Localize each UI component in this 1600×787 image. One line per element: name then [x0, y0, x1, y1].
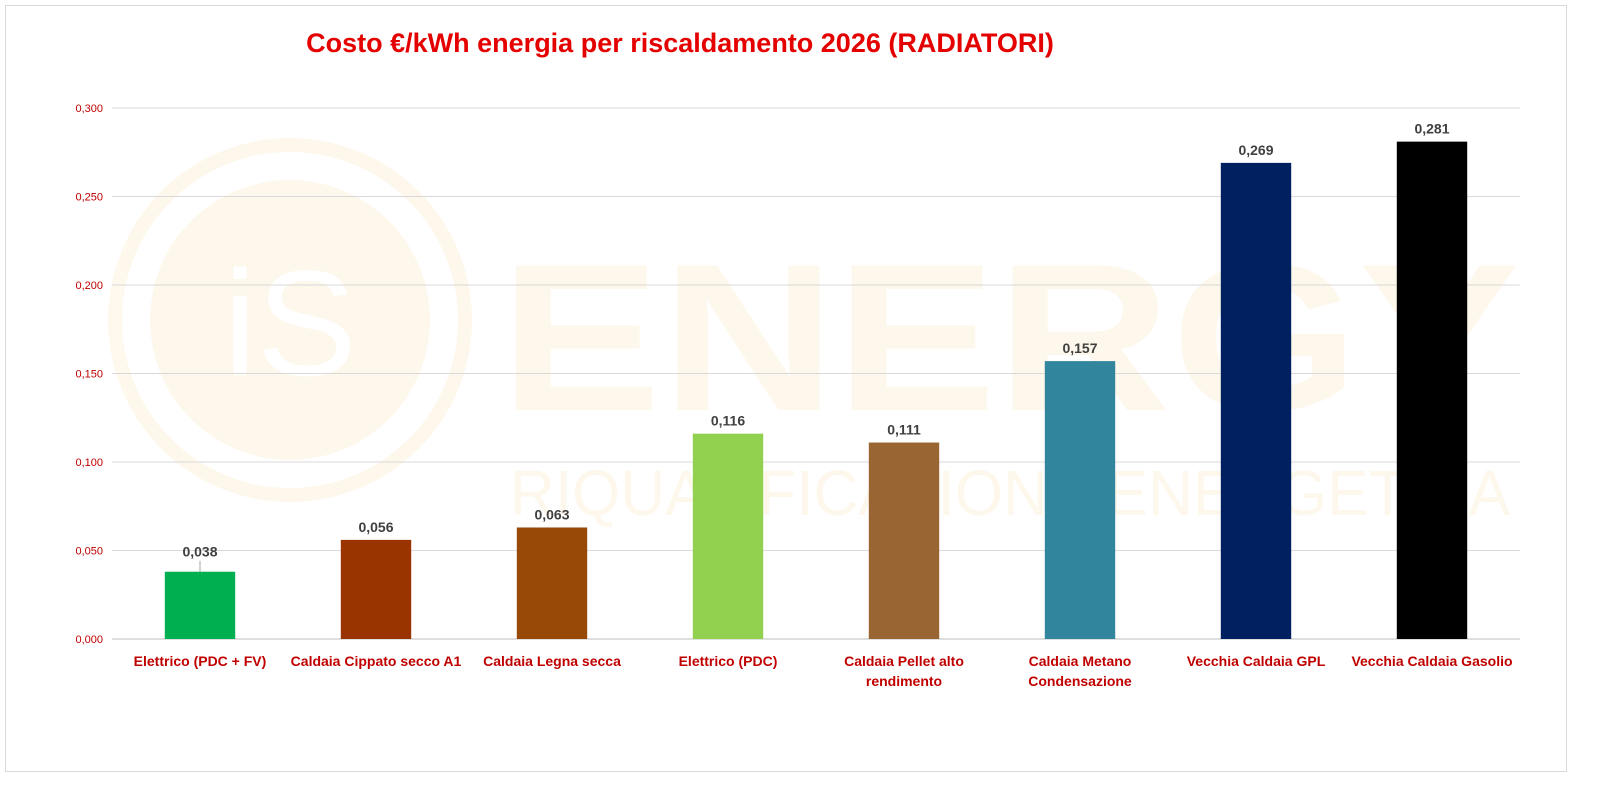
bar: [1396, 141, 1468, 639]
x-tick-label: Caldaia Pellet alto: [844, 653, 964, 669]
y-tick-label: 0,300: [75, 103, 103, 115]
x-tick-label: Elettrico (PDC + FV): [134, 653, 267, 669]
y-tick-label: 0,150: [75, 369, 103, 381]
x-tick-label: rendimento: [866, 673, 942, 689]
data-label: 0,038: [182, 544, 217, 560]
x-tick-label: Caldaia Legna secca: [483, 653, 621, 669]
watermark-brand-text: ENERGY: [500, 220, 1520, 455]
data-label: 0,056: [358, 519, 393, 535]
watermark-tagline: RIQUALIFICAZIONE ENERGETICA: [510, 457, 1510, 529]
x-tick-label: Vecchia Caldaia GPL: [1187, 653, 1326, 669]
watermark-logo-text: iS: [223, 239, 356, 407]
data-label: 0,116: [711, 413, 745, 429]
data-label: 0,063: [534, 506, 569, 522]
bar: [340, 539, 412, 639]
bar: [164, 571, 236, 639]
x-tick-label: Vecchia Caldaia Gasolio: [1351, 653, 1512, 669]
x-tick-label: Condensazione: [1028, 673, 1132, 689]
x-tick-label: Caldaia Metano: [1029, 653, 1132, 669]
bar: [868, 442, 940, 639]
x-tick-label: Caldaia Cippato secco A1: [291, 653, 462, 669]
chart-frame: [5, 5, 1567, 772]
bar: [1220, 162, 1292, 639]
y-tick-label: 0,000: [75, 634, 103, 646]
x-tick-label: Elettrico (PDC): [679, 653, 778, 669]
bar: [1044, 361, 1116, 639]
y-tick-label: 0,100: [75, 457, 103, 469]
data-label: 0,111: [887, 422, 921, 438]
chart-title: Costo €/kWh energia per riscaldamento 20…: [306, 28, 1054, 58]
y-tick-label: 0,050: [75, 546, 103, 558]
y-tick-label: 0,250: [75, 192, 103, 204]
data-label: 0,269: [1238, 142, 1273, 158]
data-label: 0,157: [1062, 340, 1097, 356]
data-label: 0,281: [1414, 121, 1449, 137]
bar: [692, 433, 764, 639]
y-tick-label: 0,200: [75, 280, 103, 292]
bar: [516, 527, 588, 639]
